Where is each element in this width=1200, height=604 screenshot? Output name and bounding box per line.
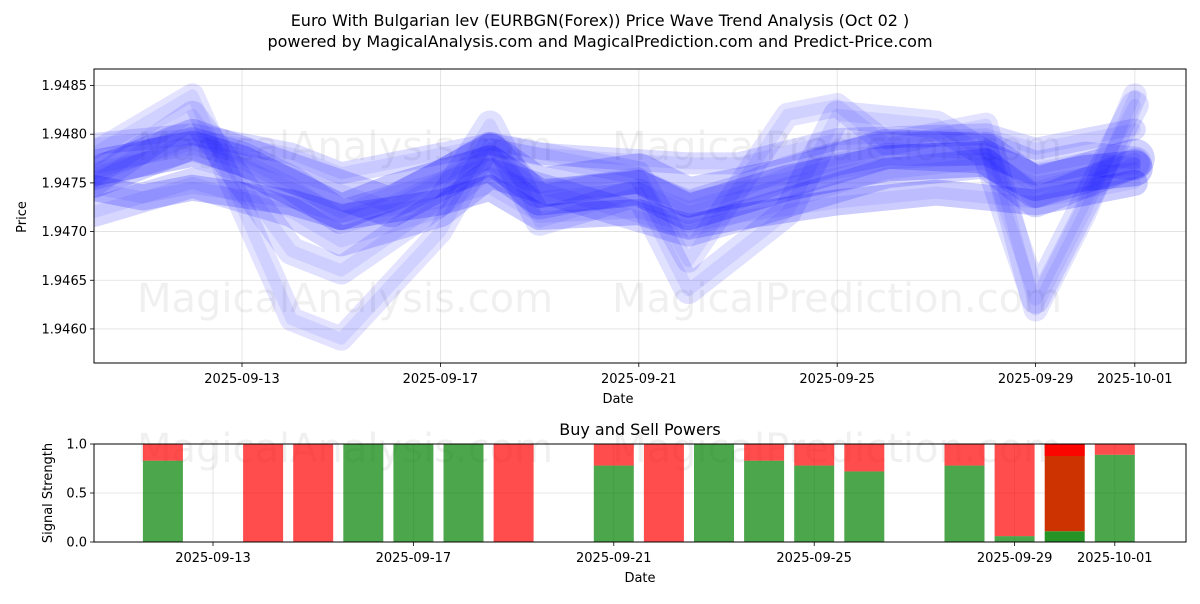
sell-bar-2025-09-15 bbox=[293, 444, 334, 542]
buy-bar-2025-09-17 bbox=[393, 444, 434, 542]
powers-x-tick-label: 2025-09-13 bbox=[175, 551, 251, 566]
price-grid bbox=[94, 69, 1186, 363]
watermark-prediction-lower: MagicalPrediction.com bbox=[612, 276, 1062, 322]
price-x-tick-label: 2025-09-13 bbox=[204, 372, 280, 387]
price-x-tick-label: 2025-10-01 bbox=[1097, 372, 1173, 387]
powers-x-axis-label: Date bbox=[624, 571, 655, 586]
buy-bar-2025-09-21 bbox=[593, 465, 634, 542]
price-y-axis: 1.9460 1.9465 1.9470 1.9475 1.9480 1.9485 bbox=[42, 79, 94, 337]
powers-bars bbox=[142, 444, 1135, 542]
powers-y-axis: 0.0 0.5 1.0 bbox=[66, 438, 94, 551]
buy-bar-2025-09-18 bbox=[443, 444, 484, 542]
wave-core-wave-2 bbox=[94, 99, 1141, 306]
buy-bar-2025-09-30 bbox=[1044, 531, 1085, 542]
sell-bar-2025-09-26 bbox=[844, 444, 885, 472]
price-y-tick-label: 1.9465 bbox=[42, 274, 88, 289]
wave-band-wave-2 bbox=[94, 91, 1149, 314]
watermark-prediction-upper: MagicalPrediction.com bbox=[612, 124, 1062, 170]
powers-y-tick-label: 0.0 bbox=[66, 536, 87, 551]
sell-bar-2025-09-12 bbox=[142, 444, 183, 461]
powers-y-axis-label: Signal Strength bbox=[41, 443, 56, 543]
price-x-tick-label: 2025-09-29 bbox=[998, 372, 1074, 387]
wave-band-wave-4 bbox=[94, 119, 1155, 228]
powers-y-tick-label: 0.5 bbox=[66, 487, 87, 502]
sell-bar-2025-10-01 bbox=[1094, 444, 1135, 455]
wave-core-wave-7 bbox=[94, 176, 1141, 233]
powers-x-axis: 2025-09-13 2025-09-17 2025-09-21 2025-09-25… bbox=[175, 542, 1153, 566]
buy-bar-2025-09-25 bbox=[794, 465, 835, 542]
wave-band-wave-6 bbox=[94, 118, 1146, 185]
sell-bar-2025-09-14 bbox=[243, 444, 284, 542]
wave-core-wave-1 bbox=[94, 138, 1141, 223]
buy-bar-2025-09-23 bbox=[694, 444, 734, 542]
buy-bar-2025-09-16 bbox=[343, 444, 384, 542]
powers-x-tick-label: 2025-10-01 bbox=[1077, 551, 1153, 566]
powers-x-tick-label: 2025-09-25 bbox=[776, 551, 852, 566]
sell-bar-2025-09-19 bbox=[493, 444, 534, 542]
price-y-tick-label: 1.9475 bbox=[42, 176, 88, 191]
wave-band-wave-1 bbox=[94, 127, 1152, 234]
wave-band-wave-7 bbox=[94, 169, 1148, 240]
powers-y-tick-label: 1.0 bbox=[66, 438, 87, 453]
buy-bar-2025-09-26 bbox=[844, 471, 885, 542]
price-plot-frame bbox=[93, 68, 1187, 364]
wave-core-wave-3 bbox=[94, 89, 1141, 345]
powers-x-tick-label: 2025-09-29 bbox=[977, 551, 1053, 566]
sell-bar-2025-09-28 bbox=[944, 444, 985, 466]
powers-x-tick-label: 2025-09-21 bbox=[576, 551, 652, 566]
powers-chart-title: Buy and Sell Powers bbox=[559, 420, 721, 439]
price-y-tick-label: 1.9485 bbox=[42, 79, 88, 94]
price-x-tick-label: 2025-09-25 bbox=[799, 372, 875, 387]
price-y-axis-label: Price bbox=[15, 201, 30, 233]
price-y-tick-label: 1.9470 bbox=[42, 225, 88, 240]
buy-bar-2025-09-24 bbox=[744, 460, 785, 542]
wave-core-wave-5 bbox=[94, 157, 1141, 248]
price-watermarks: MagicalAnalysis.com MagicalPrediction.co… bbox=[137, 124, 1062, 322]
price-y-tick-label: 1.9460 bbox=[42, 322, 88, 337]
buy-bar-2025-09-12 bbox=[142, 460, 183, 542]
sell-bar-2025-09-30 bbox=[1044, 444, 1085, 532]
sell-bar-peak-2025-09-30 bbox=[1044, 444, 1085, 456]
price-y-tick-label: 1.9480 bbox=[42, 128, 88, 143]
buy-bar-2025-09-28 bbox=[944, 465, 985, 542]
watermark-analysis-upper: MagicalAnalysis.com bbox=[137, 124, 553, 170]
sell-bar-2025-09-29 bbox=[994, 444, 1035, 537]
price-x-tick-label: 2025-09-21 bbox=[601, 372, 677, 387]
wave-band-wave-5 bbox=[94, 148, 1150, 257]
sell-bar-2025-09-22 bbox=[643, 444, 684, 542]
powers-x-tick-label: 2025-09-17 bbox=[376, 551, 452, 566]
figure-title-line-2: powered by MagicalAnalysis.com and Magic… bbox=[267, 32, 932, 51]
figure-title-line-1: Euro With Bulgarian lev (EURBGN(Forex)) … bbox=[291, 11, 910, 30]
sell-bar-2025-09-24 bbox=[744, 444, 785, 461]
wave-band-wave-8 bbox=[94, 130, 1153, 231]
wave-core-wave-8 bbox=[94, 142, 1141, 219]
buy-bar-2025-09-29 bbox=[994, 536, 1035, 542]
sell-bar-2025-09-25 bbox=[794, 444, 835, 466]
price-x-axis: 2025-09-13 2025-09-17 2025-09-21 2025-09-25… bbox=[204, 363, 1173, 387]
price-x-tick-label: 2025-09-17 bbox=[403, 372, 479, 387]
watermark-prediction-powers: MagicalPrediction.com bbox=[612, 426, 1062, 472]
price-x-axis-label: Date bbox=[602, 392, 633, 407]
wave-band-wave-3 bbox=[94, 83, 1147, 351]
wave-core-wave-6 bbox=[94, 123, 1141, 180]
watermark-analysis-lower: MagicalAnalysis.com bbox=[137, 276, 553, 322]
buy-bar-2025-10-01 bbox=[1094, 454, 1135, 542]
wave-core-wave-4 bbox=[94, 133, 1141, 214]
price-wave-bands bbox=[94, 83, 1155, 351]
sell-bar-2025-09-21 bbox=[593, 444, 634, 466]
